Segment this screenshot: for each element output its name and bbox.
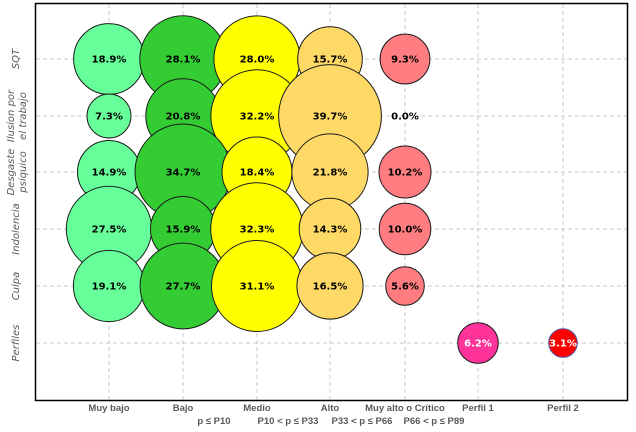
- y-axis-label: el trabajo: [18, 92, 29, 140]
- y-axis-label: Desgaste: [6, 149, 17, 196]
- bubble: [457, 322, 499, 364]
- bubble: [378, 145, 432, 199]
- bubble-label: 39.7%: [313, 112, 348, 123]
- percentile-label: P66 < p ≤ P89: [404, 416, 465, 427]
- plot-area-border: [34, 2, 629, 402]
- bubble-label: 0.0%: [391, 112, 419, 123]
- bubble-label: 16.5%: [313, 282, 348, 293]
- bubble-label: 28.1%: [166, 55, 201, 66]
- y-axis-label: Ilusion por: [6, 89, 17, 142]
- y-axis-label: psiquico: [18, 151, 29, 193]
- bubble: [385, 266, 425, 306]
- bubble-label: 10.2%: [388, 168, 423, 179]
- bubble-label: 3.1%: [549, 339, 577, 350]
- x-axis-label: Bajo: [173, 403, 194, 414]
- bubble-label: 14.3%: [313, 225, 348, 236]
- bubbles: 18.9% 28.1% 28.0% 15.7% 9.3% 7.3% 20.8% 32.2% 39…: [65, 15, 578, 364]
- bubble-label: 34.7%: [166, 168, 201, 179]
- bubble-label: 21.8%: [313, 168, 348, 179]
- bubble-label: 15.9%: [166, 225, 201, 236]
- bubble-label: 15.7%: [313, 55, 348, 66]
- x-axis-label: Muy bajo: [88, 403, 129, 414]
- y-axis-label: Culpa: [11, 272, 22, 301]
- bubble-label: 18.4%: [240, 168, 275, 179]
- x-axis-label: Alto: [321, 403, 340, 414]
- bubble-label: 32.3%: [240, 225, 275, 236]
- bubble-label: 18.9%: [92, 55, 127, 66]
- bubble: [379, 33, 431, 85]
- bubble-label: 5.6%: [391, 282, 419, 293]
- bubble-label: 7.3%: [95, 112, 123, 123]
- bubble-label: 32.2%: [240, 112, 275, 123]
- x-axis-label: Perfil 2: [547, 403, 579, 414]
- bubble-label: 28.0%: [240, 55, 275, 66]
- y-axis-label: Indolencia: [11, 203, 22, 254]
- x-axis-label: Muy alto o Crítico: [365, 403, 445, 414]
- y-axis-label: Perfiles: [11, 325, 22, 362]
- percentile-label: P33 < p ≤ P66: [332, 416, 393, 427]
- y-axis-label: SQT: [11, 48, 22, 69]
- bubble-label: 27.7%: [166, 282, 201, 293]
- bubble-label: 6.2%: [464, 339, 492, 350]
- bubble: [296, 252, 364, 320]
- percentile-label: P10 < p ≤ P33: [258, 416, 319, 427]
- bubble-label: 20.8%: [166, 112, 201, 123]
- percentile-label: p ≤ P10: [197, 416, 230, 427]
- x-axis-label: Perfil 1: [462, 403, 494, 414]
- bubble: [378, 202, 432, 256]
- percentile-labels: p ≤ P10 P10 < p ≤ P33 P33 < p ≤ P66 P66 < p…: [197, 416, 464, 427]
- bubble: [548, 328, 578, 358]
- bubble-label: 9.3%: [391, 55, 419, 66]
- bubble: [86, 93, 132, 139]
- bubble-label: 10.0%: [388, 225, 423, 236]
- bubble-label: 19.1%: [92, 282, 127, 293]
- bubble-label: 27.5%: [92, 225, 127, 236]
- x-axis-labels: Muy bajo Bajo Medio Alto Muy alto o Crítico P…: [88, 403, 578, 414]
- x-axis-label: Medio: [243, 403, 271, 414]
- bubble-label: 31.1%: [240, 282, 275, 293]
- bubble-label: 14.9%: [92, 168, 127, 179]
